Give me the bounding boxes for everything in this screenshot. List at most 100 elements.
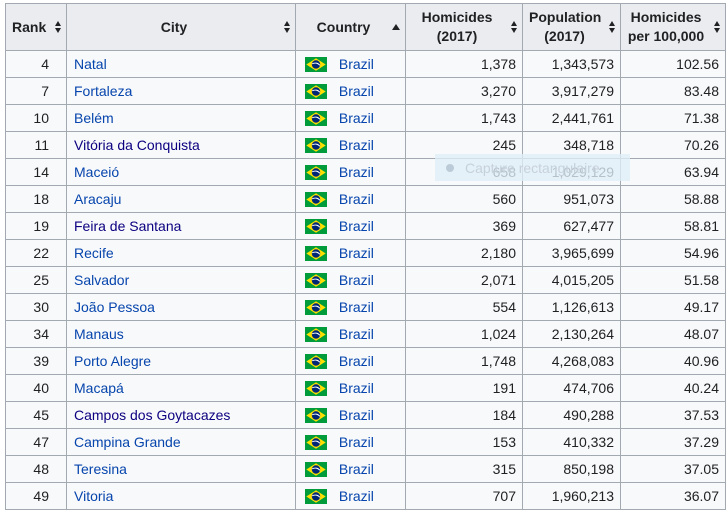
country-link[interactable]: Brazil — [338, 245, 374, 261]
table-header: Rank City Country Homicides (2017) Population… — [5, 3, 726, 51]
column-header-population[interactable]: Population (2017) — [522, 3, 621, 51]
country-link[interactable]: Brazil — [338, 218, 374, 234]
brazil-flag-icon — [305, 246, 327, 261]
city-link[interactable]: Fortaleza — [74, 83, 133, 99]
rank-cell: 47 — [5, 428, 67, 456]
table-row: 7 Fortaleza Brazil 3,270 3,917,279 83.48 — [5, 77, 726, 105]
country-cell: Brazil — [295, 293, 406, 321]
table-row: 34 Manaus Brazil 1,024 2,130,264 48.07 — [5, 320, 726, 348]
city-link[interactable]: Vitoria — [74, 488, 114, 504]
country-cell: Brazil — [295, 428, 406, 456]
column-header-label: Country — [302, 18, 385, 37]
city-cell: João Pessoa — [66, 293, 296, 321]
city-link[interactable]: Vitória da Conquista — [74, 137, 200, 153]
country-link[interactable]: Brazil — [338, 488, 374, 504]
country-link[interactable]: Brazil — [338, 164, 374, 180]
table-row: 25 Salvador Brazil 2,071 4,015,205 51.58 — [5, 266, 726, 294]
population-cell: 951,073 — [522, 185, 621, 213]
city-link[interactable]: João Pessoa — [74, 299, 155, 315]
country-link[interactable]: Brazil — [338, 110, 374, 126]
city-link[interactable]: Maceió — [74, 164, 120, 180]
city-cell: Feira de Santana — [66, 212, 296, 240]
city-link[interactable]: Recife — [74, 245, 114, 261]
column-header-rank[interactable]: Rank — [5, 3, 67, 51]
city-cell: Vitória da Conquista — [66, 131, 296, 159]
rank-cell: 34 — [5, 320, 67, 348]
city-link[interactable]: Natal — [74, 56, 107, 72]
city-link[interactable]: Belém — [74, 110, 114, 126]
city-link[interactable]: Salvador — [74, 272, 130, 288]
rank-cell: 7 — [5, 77, 67, 105]
population-cell: 490,288 — [522, 401, 621, 429]
country-cell: Brazil — [295, 104, 406, 132]
rank-cell: 18 — [5, 185, 67, 213]
country-cell: Brazil — [295, 455, 406, 483]
city-link[interactable]: Manaus — [74, 326, 124, 342]
country-link[interactable]: Brazil — [338, 56, 374, 72]
country-cell: Brazil — [295, 401, 406, 429]
sort-toggle-icon — [511, 21, 517, 33]
brazil-flag-icon — [305, 408, 327, 423]
column-header-homicides[interactable]: Homicides (2017) — [405, 3, 523, 51]
country-cell: Brazil — [295, 158, 406, 186]
homicide-rate-table: Rank City Country Homicides (2017) Population… — [5, 3, 726, 510]
rate-cell: 83.48 — [620, 77, 726, 105]
country-link[interactable]: Brazil — [338, 461, 374, 477]
brazil-flag-icon — [305, 300, 327, 315]
country-link[interactable]: Brazil — [338, 434, 374, 450]
homicides-cell: 707 — [405, 482, 523, 510]
city-link[interactable]: Porto Alegre — [74, 353, 152, 369]
population-cell: 2,441,761 — [522, 104, 621, 132]
homicides-cell: 153 — [405, 428, 523, 456]
header-label-line: Population — [529, 9, 602, 25]
city-link[interactable]: Teresina — [74, 461, 127, 477]
city-link[interactable]: Aracaju — [74, 191, 122, 207]
city-link[interactable]: Feira de Santana — [74, 218, 182, 234]
population-cell: 627,477 — [522, 212, 621, 240]
homicides-cell: 1,378 — [405, 50, 523, 78]
rate-cell: 54.96 — [620, 239, 726, 267]
country-cell: Brazil — [295, 185, 406, 213]
rank-cell: 4 — [5, 50, 67, 78]
homicides-cell: 554 — [405, 293, 523, 321]
country-link[interactable]: Brazil — [338, 326, 374, 342]
sort-ascending-icon — [392, 24, 400, 30]
country-cell: Brazil — [295, 347, 406, 375]
column-header-city[interactable]: City — [66, 3, 296, 51]
rank-cell: 40 — [5, 374, 67, 402]
country-link[interactable]: Brazil — [338, 353, 374, 369]
table-row: 18 Aracaju Brazil 560 951,073 58.88 — [5, 185, 726, 213]
column-header-rate[interactable]: Homicides per 100,000 — [620, 3, 726, 51]
city-link[interactable]: Macapá — [74, 380, 124, 396]
table-row: 40 Macapá Brazil 191 474,706 40.24 — [5, 374, 726, 402]
population-cell: 410,332 — [522, 428, 621, 456]
table-row: 39 Porto Alegre Brazil 1,748 4,268,083 4… — [5, 347, 726, 375]
country-link[interactable]: Brazil — [338, 407, 374, 423]
sort-toggle-icon — [284, 21, 290, 33]
header-label-line: Country — [316, 18, 371, 35]
rate-cell: 70.26 — [620, 131, 726, 159]
column-header-label: Homicides per 100,000 — [627, 8, 705, 46]
column-header-label: City — [73, 18, 275, 37]
city-cell: Vitoria — [66, 482, 296, 510]
population-cell: 1,960,213 — [522, 482, 621, 510]
column-header-country[interactable]: Country — [295, 3, 406, 51]
rank-cell: 11 — [5, 131, 67, 159]
country-cell: Brazil — [295, 482, 406, 510]
city-link[interactable]: Campina Grande — [74, 434, 181, 450]
country-link[interactable]: Brazil — [338, 272, 374, 288]
column-header-label: Population (2017) — [529, 8, 602, 46]
rate-cell: 63.94 — [620, 158, 726, 186]
country-link[interactable]: Brazil — [338, 299, 374, 315]
rate-cell: 40.24 — [620, 374, 726, 402]
country-cell: Brazil — [295, 212, 406, 240]
country-link[interactable]: Brazil — [338, 191, 374, 207]
country-link[interactable]: Brazil — [338, 380, 374, 396]
homicides-cell: 2,180 — [405, 239, 523, 267]
page: Rank City Country Homicides (2017) Population… — [0, 3, 726, 512]
population-cell: 2,130,264 — [522, 320, 621, 348]
country-link[interactable]: Brazil — [338, 83, 374, 99]
country-link[interactable]: Brazil — [338, 137, 374, 153]
city-link[interactable]: Campos dos Goytacazes — [74, 407, 231, 423]
country-cell: Brazil — [295, 239, 406, 267]
